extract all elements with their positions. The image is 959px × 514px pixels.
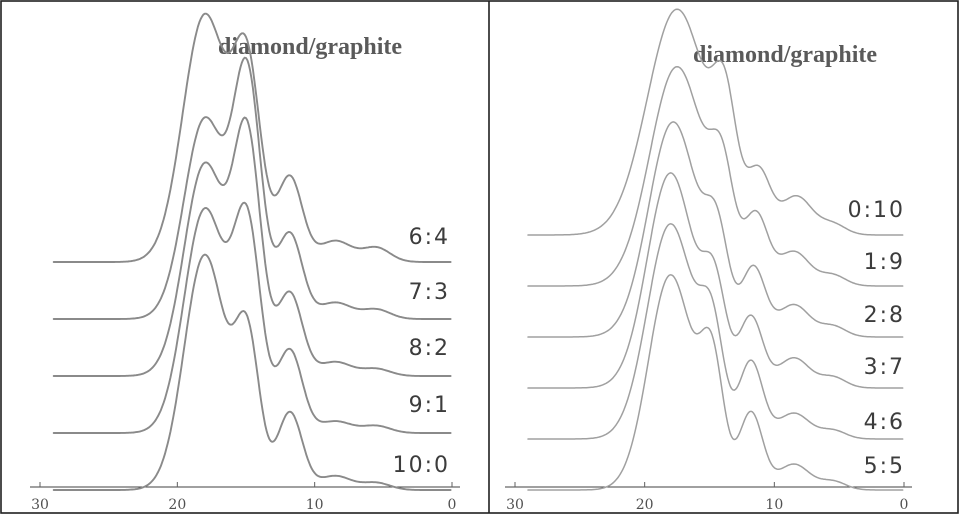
- x-tick-label: 0: [448, 497, 457, 513]
- trace-7-3: [52, 56, 452, 320]
- x-tick-label: 10: [306, 497, 324, 513]
- series-label-5-5: 5:5: [864, 454, 905, 479]
- x-tick-label: 0: [900, 497, 909, 513]
- trace-0-10: [527, 8, 904, 236]
- right-traces: [527, 8, 904, 491]
- series-label-2-8: 2:8: [864, 303, 905, 328]
- series-label-4-6: 4:6: [864, 410, 905, 435]
- trace-9-1: [52, 201, 452, 434]
- x-tick-label: 30: [31, 497, 49, 513]
- trace-8-2: [52, 116, 452, 377]
- trace-1-9: [527, 65, 904, 287]
- series-label-10-0: 10:0: [393, 453, 450, 478]
- series-label-0-10: 0:10: [848, 198, 905, 223]
- left-panel: diamond/graphite 30 20 10 0 10:09:18:27:36:…: [30, 12, 460, 513]
- x-tick-label: 10: [765, 497, 783, 513]
- series-label-3-7: 3:7: [864, 355, 905, 380]
- left-series-labels: 10:0 9:1 8:2 7:3 6:4: [393, 225, 450, 478]
- x-tick-label: 20: [636, 497, 654, 513]
- trace-4-6: [527, 223, 904, 440]
- trace-5-5: [527, 274, 904, 491]
- left-traces: [52, 12, 452, 491]
- right-series-labels: 5:5 4:6 3:7 2:8 1:9 0:10: [848, 198, 905, 479]
- right-x-axis: 30 20 10 0: [505, 482, 912, 513]
- series-label-6-4: 6:4: [409, 225, 450, 250]
- series-label-7-3: 7:3: [409, 280, 450, 305]
- trace-10-0: [52, 253, 452, 491]
- left-x-axis: 30 20 10 0: [30, 482, 460, 513]
- trace-2-8: [527, 121, 904, 338]
- series-label-9-1: 9:1: [409, 393, 450, 418]
- series-label-1-9: 1:9: [864, 250, 905, 275]
- trace-6-4: [52, 12, 452, 263]
- series-label-8-2: 8:2: [409, 336, 450, 361]
- right-panel-title: diamond/graphite: [693, 42, 877, 68]
- x-tick-label: 20: [168, 497, 186, 513]
- x-tick-label: 30: [506, 497, 524, 513]
- right-panel: diamond/graphite 30 20 10 0 5:5 4:6 3:7 2:8 1:9…: [505, 8, 912, 513]
- trace-3-7: [527, 172, 904, 389]
